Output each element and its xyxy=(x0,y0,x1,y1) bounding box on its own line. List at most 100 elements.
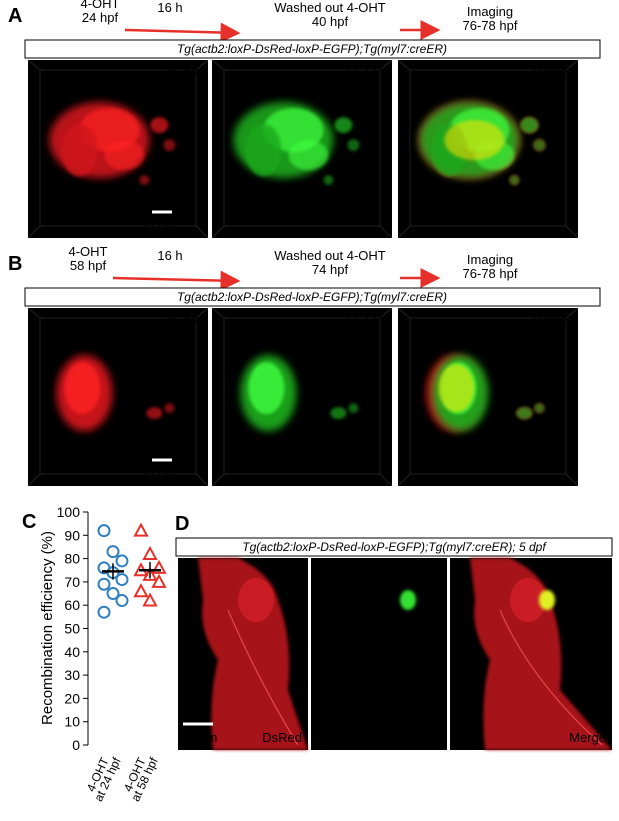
egfp-signal xyxy=(400,590,416,610)
timeline-washout: Washed out 4-OHT xyxy=(274,0,386,15)
channel-label: Merge xyxy=(531,64,568,79)
edge xyxy=(379,307,393,319)
image-panel xyxy=(212,308,392,486)
grid-decoration xyxy=(211,59,393,239)
timeline-imaging: Imaging xyxy=(467,4,513,19)
fluorescence xyxy=(164,403,175,414)
grid-decoration xyxy=(397,307,579,487)
y-tick-label: 40 xyxy=(64,644,80,660)
panel-label: C xyxy=(22,511,36,533)
edge xyxy=(195,225,209,239)
data-point xyxy=(97,524,111,538)
tissue-shape xyxy=(198,558,308,750)
timeline-duration: 16 h xyxy=(157,0,182,15)
edge xyxy=(27,225,41,239)
edge xyxy=(397,59,411,71)
fluorescence xyxy=(334,117,353,134)
timeline-start: 58 hpf xyxy=(70,258,107,273)
data-point xyxy=(106,587,120,601)
panel-label: D xyxy=(175,513,189,535)
fluorescence xyxy=(509,175,520,186)
tissue xyxy=(198,558,308,750)
box xyxy=(409,317,567,475)
data-point xyxy=(151,573,167,588)
timeline-washout: Washed out 4-OHT xyxy=(274,248,386,263)
timeline-washout: 74 hpf xyxy=(312,262,349,277)
channel-label: DsRed xyxy=(262,730,302,745)
box xyxy=(409,69,567,227)
fluorescence xyxy=(64,362,101,415)
genotype: Tg(actb2:loxP-DsRed-loxP-EGFP);Tg(myl7:c… xyxy=(242,540,547,554)
fluorescence xyxy=(347,139,360,152)
edge xyxy=(211,473,225,487)
arrow xyxy=(124,22,241,43)
edge xyxy=(379,59,393,71)
data-point xyxy=(97,577,111,591)
arrow xyxy=(112,270,241,291)
data-point xyxy=(133,522,149,537)
timeline-duration: 16 h xyxy=(157,248,182,263)
y-tick-label: 10 xyxy=(64,714,80,730)
edge xyxy=(565,59,579,71)
box xyxy=(223,317,381,475)
fluorescence xyxy=(323,175,334,186)
data-point xyxy=(151,559,167,574)
timeline-start: 4-OHT xyxy=(81,0,120,11)
timeline-imaging: 76-78 hpf xyxy=(463,266,518,281)
tissue-shape xyxy=(470,558,612,750)
fluorescence xyxy=(288,140,329,171)
tissue-shape xyxy=(238,578,274,622)
timeline-start: 24 hpf xyxy=(82,10,119,25)
edge xyxy=(27,59,41,71)
genotype: Tg(actb2:loxP-DsRed-loxP-EGFP);Tg(myl7:c… xyxy=(177,42,447,56)
genotype-box xyxy=(175,537,613,557)
y-axis-label: Recombination efficiency (%) xyxy=(39,531,56,725)
timeline-imaging: Imaging xyxy=(467,252,513,267)
box xyxy=(223,69,381,227)
fluorescence xyxy=(533,139,546,152)
channel-label: DsRed xyxy=(158,64,198,79)
edge xyxy=(195,59,209,71)
fluorescence xyxy=(444,120,505,161)
fluorescence xyxy=(330,407,347,420)
grid-decoration xyxy=(27,307,209,487)
channel-label: EGFP xyxy=(406,730,441,745)
fluorescence xyxy=(534,403,545,414)
fluorescence xyxy=(104,140,145,171)
image-panel xyxy=(311,558,447,750)
data-point xyxy=(115,573,129,587)
box xyxy=(39,317,197,475)
channel-label: DsRed xyxy=(158,312,198,327)
scale-bar-label: 20 μm xyxy=(140,466,176,481)
genotype-box xyxy=(24,39,601,59)
grid-decoration xyxy=(211,307,393,487)
fluorescence xyxy=(516,407,533,420)
timeline-washout: 40 hpf xyxy=(312,14,349,29)
genotype-box xyxy=(24,287,601,307)
fluorescence xyxy=(139,175,150,186)
tissue-line xyxy=(499,609,603,746)
tissue xyxy=(470,558,612,750)
data-point xyxy=(133,583,149,598)
timeline-imaging: 76-78 hpf xyxy=(463,18,518,33)
timeline-start: 4-OHT xyxy=(69,244,108,259)
fluorescence xyxy=(520,117,539,134)
edge xyxy=(211,307,225,319)
fluorescence xyxy=(438,364,475,413)
grid-decoration xyxy=(27,59,209,239)
fluorescence xyxy=(61,124,98,177)
scale-bar-label: 50 μm xyxy=(181,730,217,745)
fluorescence xyxy=(146,407,163,420)
y-tick-label: 100 xyxy=(57,504,81,520)
data-point xyxy=(142,545,158,560)
panel-label: A xyxy=(8,5,22,27)
edge xyxy=(195,473,209,487)
edge xyxy=(27,473,41,487)
edge xyxy=(195,307,209,319)
tissue-shape xyxy=(510,578,546,622)
edge xyxy=(379,473,393,487)
fluorescence xyxy=(163,139,176,152)
egfp-signal xyxy=(539,590,555,610)
